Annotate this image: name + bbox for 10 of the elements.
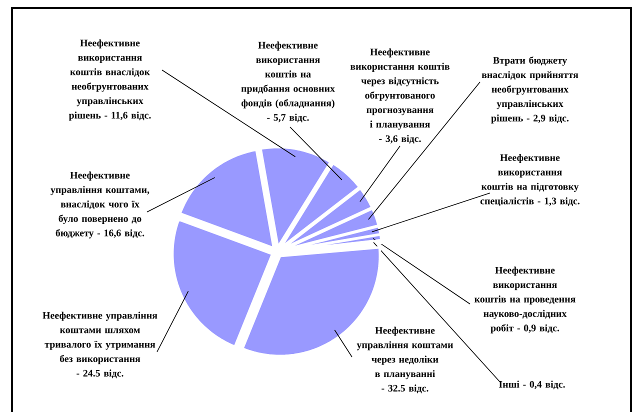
slice-label: Неефективне використання коштів на придбання основних фондів (обладнання) - 5,7 відс. [241,42,335,122]
slice-label: Інші - 0,4 відс. [499,380,565,390]
slice-label: Втрати бюджету внаслідок прийняття необгрунтованих управлінських рішень - 2,9 відс. [482,56,578,124]
slice-label: Неефективне використання коштів внаслідок необгрунтованих управлінських рішень - 11,6 відс. [68,39,151,121]
slice-label: Неефективне використання коштів через відсутність обгрунтованого прогнозування і планування - 3,6 відс. [350,48,450,144]
slice-label: Неефективне управління коштами через недоліки в плануванні - 32.5 відс. [356,326,454,394]
slice-label: Неефективне використання коштів на підготовку спеціалістів - 1,3 відс. [480,154,580,206]
slice-label: Неефективне управління коштами шляхом тривалого їх утримання без використання - 24.5 відс. [42,312,158,378]
slice-label: Неефективне управління коштами, внаслідок чого їх було повернено до бюджету - 16,6 відс. [50,172,150,238]
slice-label: Неефективне використання коштів на проведення науково-дослідних робіт - 0,9 відс. [474,266,576,334]
